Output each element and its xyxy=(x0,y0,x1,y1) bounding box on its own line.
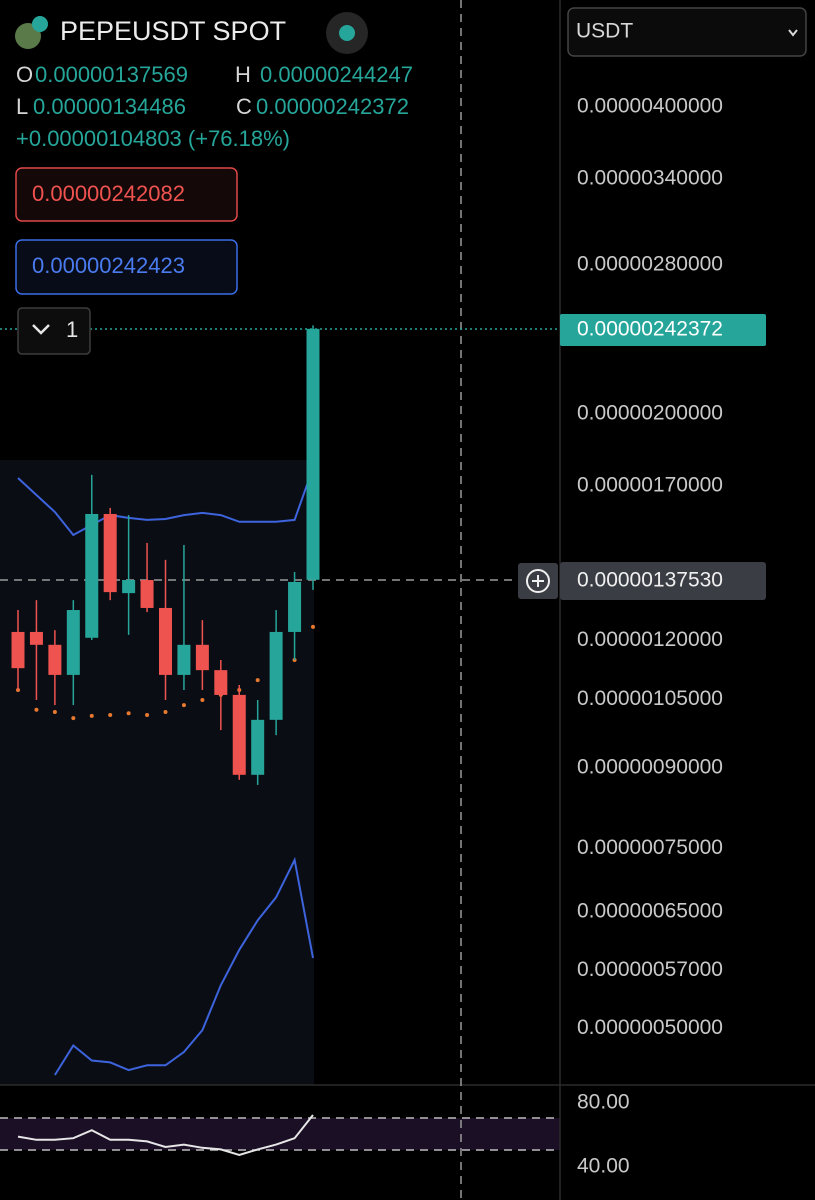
buy-price: 0.00000242423 xyxy=(32,253,185,278)
open-label: O xyxy=(16,62,33,87)
crosshair-price: 0.00000137530 xyxy=(577,569,723,592)
y-tick-label: 0.00000050000 xyxy=(577,1016,723,1039)
low-label: L xyxy=(16,94,28,119)
indicator-line xyxy=(17,467,314,537)
high-label: H xyxy=(235,62,251,87)
y-tick-label: 0.00000170000 xyxy=(577,474,723,497)
open-value: 0.00000137569 xyxy=(35,62,188,87)
collapse-button[interactable] xyxy=(17,307,91,355)
y-tick-label: 0.00000105000 xyxy=(577,687,723,710)
indicator-dot xyxy=(126,711,131,716)
y-tick-label: 40.00 xyxy=(577,1155,630,1178)
candle-body xyxy=(159,607,172,675)
indicator-dot xyxy=(145,713,150,718)
indicator-dot xyxy=(311,624,315,629)
indicator-dot xyxy=(163,709,168,714)
candle-body xyxy=(232,694,246,775)
candle-body xyxy=(122,580,136,594)
y-tick-label: 0.00000200000 xyxy=(577,402,723,425)
last-price-tag xyxy=(560,314,766,346)
candle-body xyxy=(140,580,154,608)
y-tick-label: 0.00000090000 xyxy=(577,755,723,778)
candle-body xyxy=(85,513,99,638)
candle-body xyxy=(29,631,43,645)
candle-body xyxy=(214,670,228,695)
candle-body xyxy=(177,644,191,675)
y-tick-label: 80.00 xyxy=(577,1091,630,1114)
indicator-line xyxy=(54,856,314,1076)
plus-circle xyxy=(526,569,550,593)
chevron-icon xyxy=(32,324,50,335)
collapse-count: 1 xyxy=(66,317,78,342)
currency: USDT xyxy=(576,20,633,43)
select-chevron xyxy=(788,29,798,37)
indicator-dot xyxy=(181,703,186,708)
last-price: 0.00000242372 xyxy=(577,318,723,341)
candle-body xyxy=(11,631,25,669)
y-tick-label: 0.00000340000 xyxy=(577,166,723,189)
y-tick-label: 0.00000057000 xyxy=(577,958,723,981)
candle-body xyxy=(306,328,320,580)
y-tick-label: 0.00000400000 xyxy=(577,94,723,117)
status-dot xyxy=(339,25,355,41)
high-value: 0.00000244247 xyxy=(260,62,413,87)
candle-body xyxy=(269,631,283,720)
indicator-dot xyxy=(52,709,57,714)
change: +0.00000104803 (+76.18%) xyxy=(16,126,290,151)
candle-body xyxy=(251,719,265,775)
candle-body xyxy=(48,644,62,675)
plus-icon xyxy=(532,575,544,587)
sell-button[interactable] xyxy=(15,167,238,222)
low-value: 0.00000134486 xyxy=(33,94,186,119)
candle-body xyxy=(195,644,209,671)
symbol: PEPEUSDT SPOT xyxy=(60,16,286,46)
candle-body xyxy=(66,610,80,675)
band-shade xyxy=(0,460,314,1085)
indicator-line xyxy=(17,1114,314,1157)
y-tick-label: 0.00000075000 xyxy=(577,836,723,859)
indicator-dot xyxy=(71,716,76,721)
crosshair-price-tag xyxy=(560,562,766,600)
plot: 0.00000400000 0.00000340000 0.00000280000 0… xyxy=(11,94,723,1178)
candle-body xyxy=(288,581,302,632)
sell-price: 0.00000242082 xyxy=(32,181,185,206)
buy-button[interactable] xyxy=(15,239,238,295)
candle-body xyxy=(103,513,117,593)
indicator-dot xyxy=(200,697,205,702)
currency-select[interactable] xyxy=(567,7,807,57)
y-tick-label: 0.00000065000 xyxy=(577,900,723,923)
close-label: C xyxy=(236,94,252,119)
indicator-dot xyxy=(34,707,39,712)
rsi-zone xyxy=(0,1118,560,1150)
indicator-dot xyxy=(255,678,260,683)
y-tick-label: 0.00000280000 xyxy=(577,252,723,275)
indicator-dot xyxy=(89,713,94,718)
indicator-dot xyxy=(108,713,113,718)
close-value: 0.00000242372 xyxy=(256,94,409,119)
y-tick-label: 0.00000120000 xyxy=(577,628,723,651)
coin-badge xyxy=(32,16,48,32)
